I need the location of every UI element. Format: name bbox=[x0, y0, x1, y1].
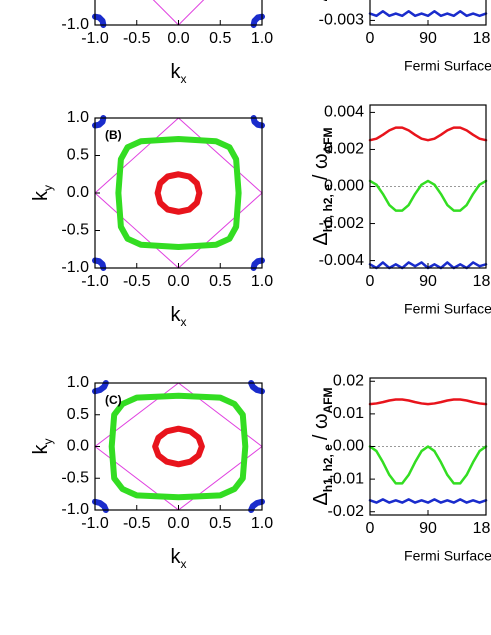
y-axis-label-sub: h1, h2, e bbox=[321, 184, 335, 232]
x-axis-label-main: k bbox=[171, 304, 182, 326]
y-axis-label: Δh1, h2, e / ωAFM bbox=[310, 387, 335, 505]
data-line bbox=[368, 498, 488, 504]
y-tick-label: -0.01 bbox=[328, 470, 365, 487]
data-line bbox=[368, 126, 488, 142]
y-tick-label: -0.02 bbox=[328, 503, 365, 520]
y-axis-label: ky bbox=[30, 185, 55, 201]
x-axis-label: kx bbox=[171, 546, 187, 571]
data-line bbox=[115, 136, 242, 250]
y-tick-label: 0.000 bbox=[324, 178, 364, 195]
y-axis-label-sub: y bbox=[41, 185, 55, 191]
x-axis-label-main: k bbox=[171, 61, 182, 83]
y-tick-label: 0.5 bbox=[67, 406, 89, 423]
y-tick-label: 0.0 bbox=[67, 184, 89, 201]
x-axis-label: Fermi Surface bbox=[404, 58, 491, 74]
x-tick-label: 0.0 bbox=[167, 515, 189, 532]
x-tick-label: 90 bbox=[419, 273, 437, 290]
y-tick-label: -0.004 bbox=[319, 252, 364, 269]
x-axis-label: Fermi Surface bbox=[404, 548, 491, 564]
y-tick-label: 0.02 bbox=[333, 372, 364, 389]
x-tick-label: -0.5 bbox=[123, 515, 151, 532]
y-axis-label: Δh1, h2, e/ ωAFM bbox=[310, 0, 335, 2]
x-axis-label-sub: x bbox=[181, 315, 187, 329]
panel-label: (C) bbox=[105, 393, 122, 407]
x-tick-label: 180 bbox=[473, 520, 491, 537]
y-tick-label: 0.002 bbox=[324, 141, 364, 158]
panel-label: (B) bbox=[105, 128, 122, 142]
y-axis-label-main: Δ bbox=[310, 492, 332, 505]
x-axis-label: kx bbox=[171, 304, 187, 329]
data-line bbox=[92, 115, 265, 271]
data-line bbox=[154, 171, 203, 215]
x-tick-label: 1.0 bbox=[251, 30, 273, 47]
x-tick-label: -1.0 bbox=[81, 273, 109, 290]
x-axis-label: kx bbox=[171, 61, 187, 86]
y-axis-label-main: k bbox=[30, 190, 52, 201]
x-axis-label: Fermi Surface bbox=[404, 301, 491, 317]
y-tick-label: 1.0 bbox=[67, 109, 89, 126]
x-axis-label-sub: x bbox=[181, 557, 187, 571]
y-axis-label-sub: h1, h2, e bbox=[321, 444, 335, 492]
y-tick-label: 0.0 bbox=[67, 438, 89, 455]
x-axis-label-main: k bbox=[171, 546, 182, 568]
x-tick-label: 180 bbox=[473, 273, 491, 290]
data-line bbox=[368, 445, 488, 485]
x-tick-label: -1.0 bbox=[81, 30, 109, 47]
x-tick-label: -0.5 bbox=[123, 30, 151, 47]
y-tick-label: -1.0 bbox=[61, 501, 89, 518]
x-tick-label: 90 bbox=[419, 30, 437, 47]
x-tick-label: 90 bbox=[419, 520, 437, 537]
y-tick-label: -0.5 bbox=[61, 222, 89, 239]
data-line bbox=[92, 380, 265, 513]
y-tick-label: 0.004 bbox=[324, 104, 364, 121]
x-tick-label: 0.5 bbox=[209, 30, 231, 47]
y-axis-label-sub: AFM bbox=[321, 387, 335, 413]
y-axis-label-main: / ω bbox=[310, 153, 332, 180]
y-tick-label: 0.01 bbox=[333, 405, 364, 422]
y-axis-label-main: Δ bbox=[310, 0, 332, 2]
y-tick-label: 1.0 bbox=[67, 374, 89, 391]
data-line bbox=[152, 425, 205, 468]
y-tick-label: -0.5 bbox=[61, 469, 89, 486]
y-tick-label: -1.0 bbox=[61, 16, 89, 33]
x-tick-label: -1.0 bbox=[81, 515, 109, 532]
y-tick-label: -0.002 bbox=[319, 215, 364, 232]
y-axis-label-sub: AFM bbox=[321, 127, 335, 153]
y-axis-label-main: / ω bbox=[310, 413, 332, 440]
y-tick-label: 0.5 bbox=[67, 147, 89, 164]
y-tick-label: 0.00 bbox=[333, 438, 364, 455]
data-line bbox=[108, 392, 249, 501]
y-axis-label: ky bbox=[30, 439, 55, 455]
y-axis-label-main: k bbox=[30, 444, 52, 455]
x-tick-label: 0.5 bbox=[209, 515, 231, 532]
x-tick-label: 0.5 bbox=[209, 273, 231, 290]
x-tick-label: 0.0 bbox=[167, 30, 189, 47]
x-tick-label: 0.0 bbox=[167, 273, 189, 290]
x-axis-label-sub: x bbox=[181, 72, 187, 86]
y-axis-label-main: Δ bbox=[310, 232, 332, 245]
data-line bbox=[368, 179, 488, 212]
x-tick-label: 0 bbox=[366, 30, 375, 47]
x-tick-label: 0 bbox=[366, 520, 375, 537]
x-tick-label: 1.0 bbox=[251, 273, 273, 290]
x-tick-label: 0 bbox=[366, 273, 375, 290]
data-line bbox=[368, 10, 488, 18]
x-tick-label: 1.0 bbox=[251, 515, 273, 532]
y-tick-label: -1.0 bbox=[61, 259, 89, 276]
y-axis-label: Δh1, h2, e / ωAFM bbox=[310, 127, 335, 245]
y-tick-label: -0.003 bbox=[319, 12, 364, 29]
x-tick-label: 180 bbox=[473, 30, 491, 47]
y-axis-label-sub: y bbox=[41, 439, 55, 445]
data-line bbox=[368, 398, 488, 406]
x-tick-label: -0.5 bbox=[123, 273, 151, 290]
